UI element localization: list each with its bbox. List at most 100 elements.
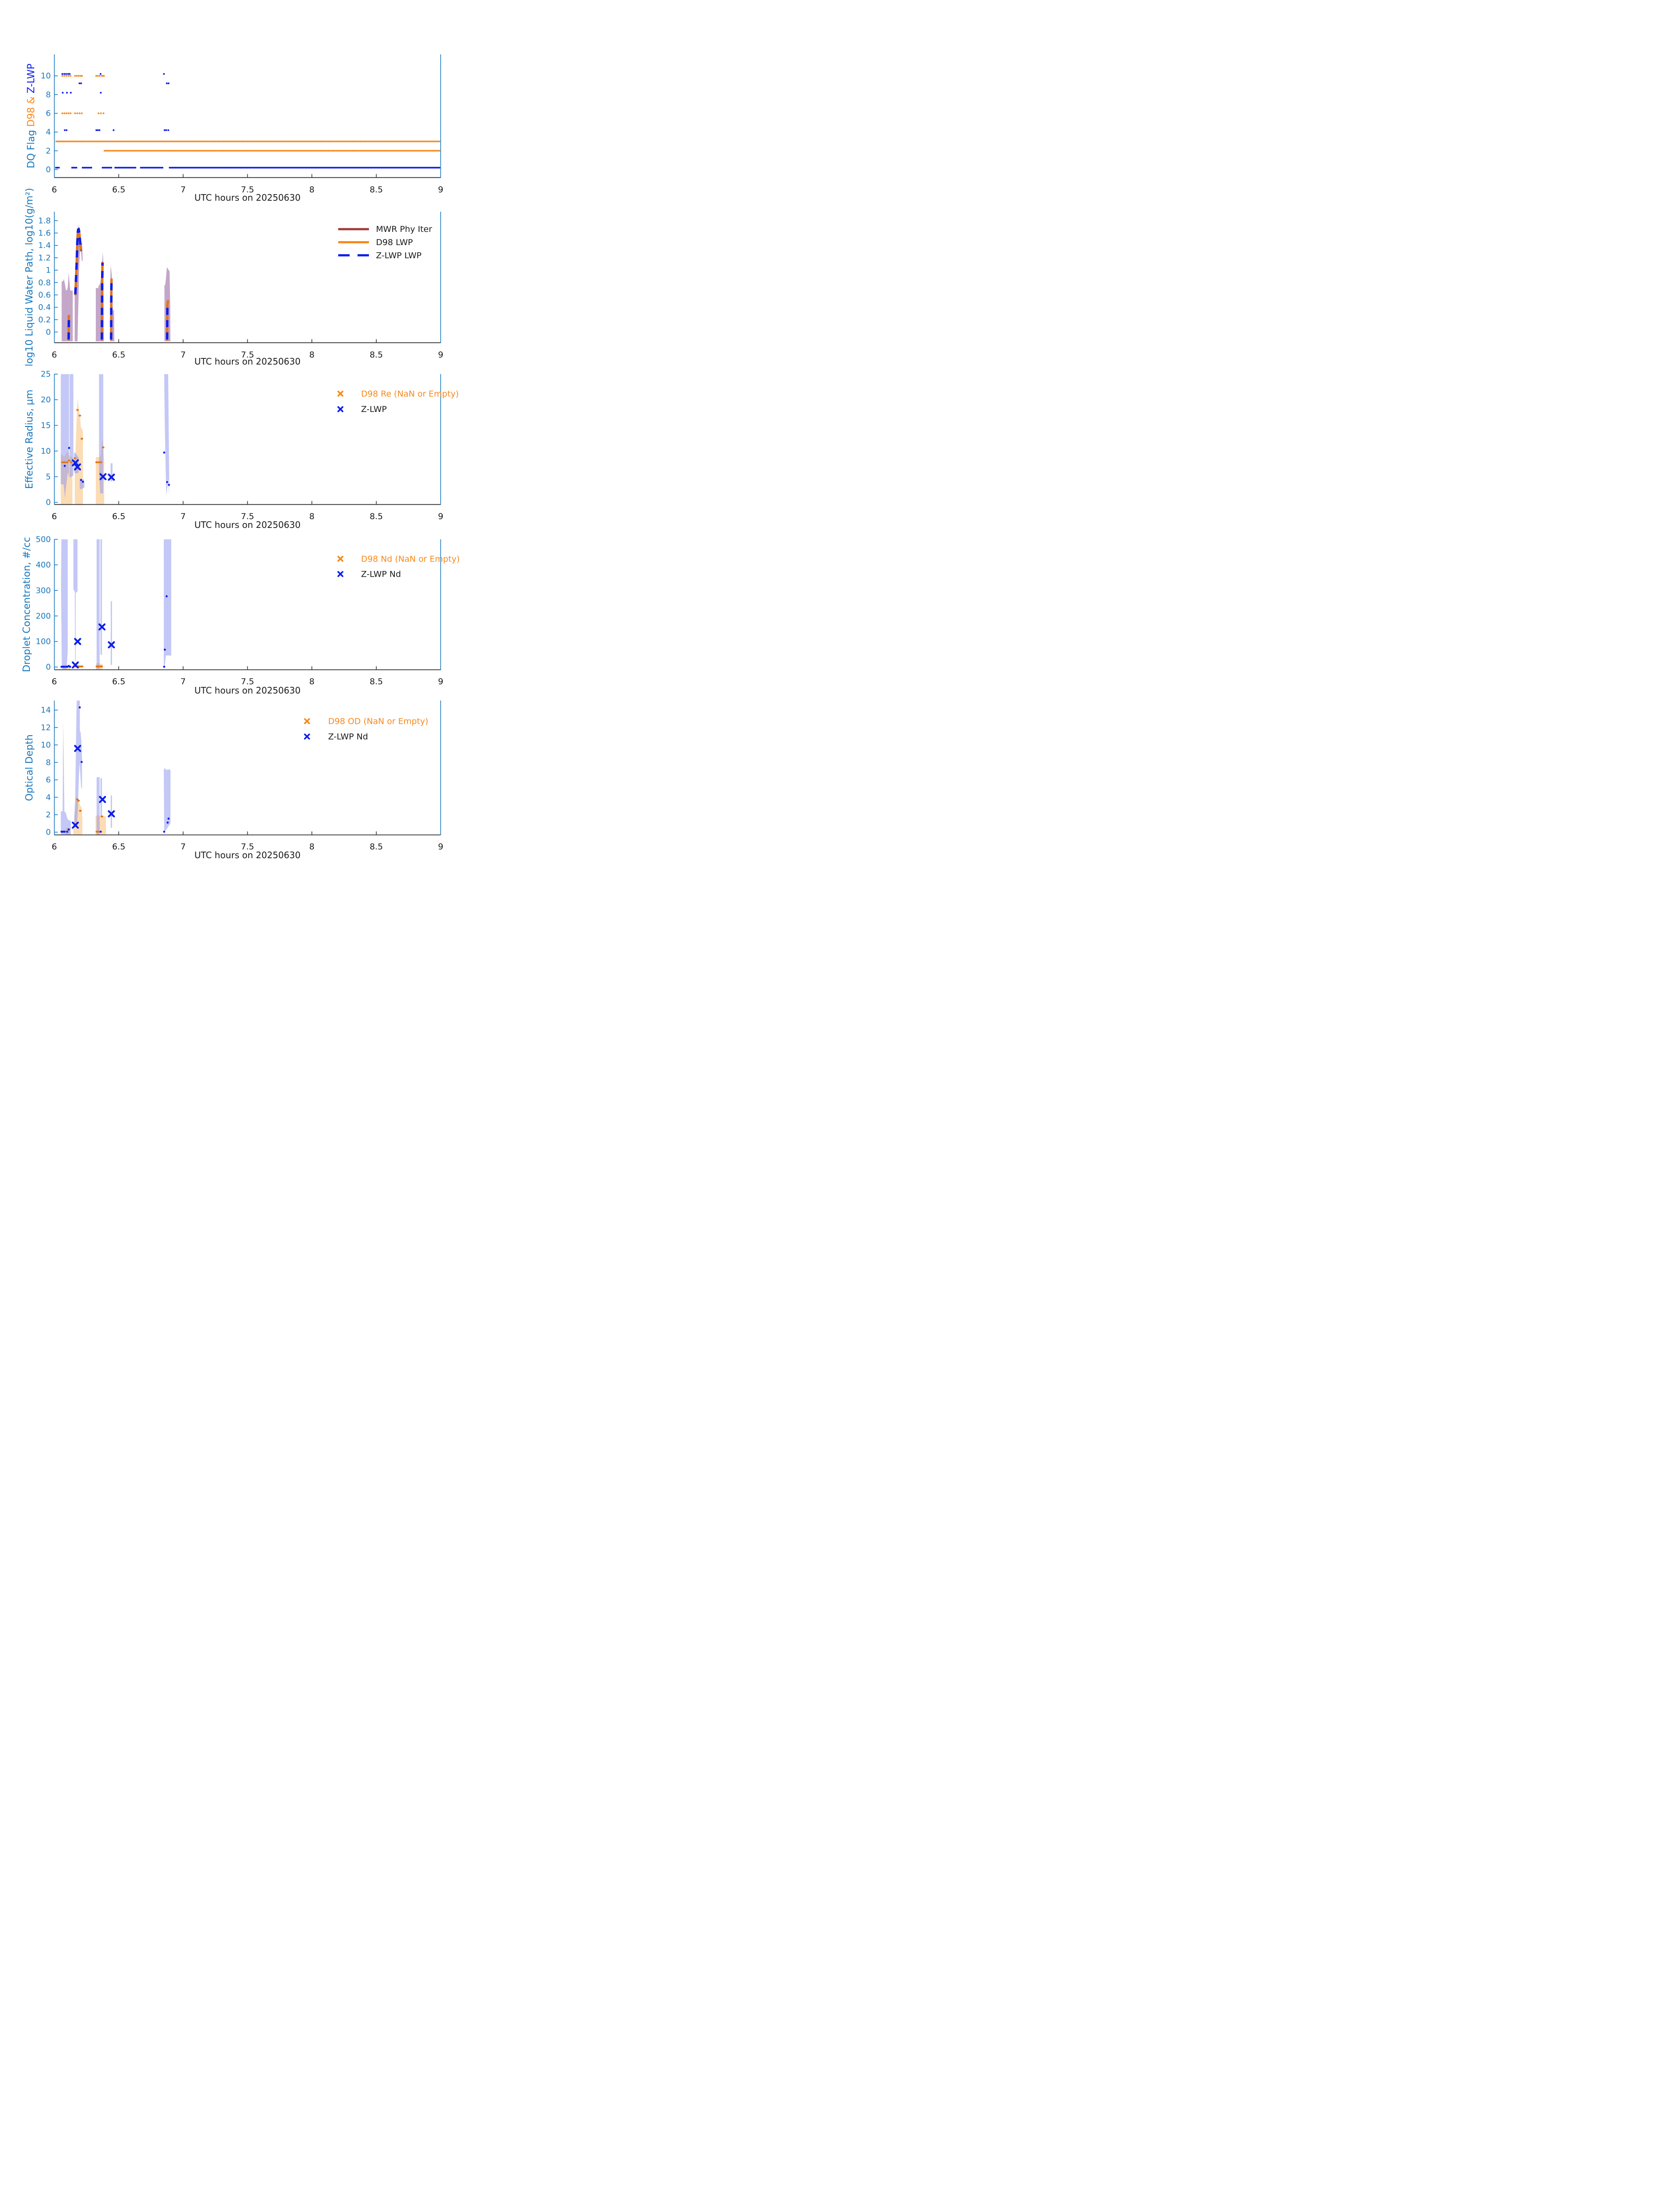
flag-dot (303, 141, 305, 142)
flag-dot (240, 141, 242, 142)
flag-dot (342, 166, 344, 169)
y-tick-label: 300 (36, 586, 51, 595)
flag-dot (63, 141, 65, 142)
x-tick-label: 8.5 (370, 842, 383, 852)
y-tick-label: 0.8 (38, 278, 51, 287)
flag-dot (264, 150, 267, 152)
flag-dot (294, 166, 296, 169)
flag-dot (130, 166, 132, 169)
flag-dot (248, 141, 250, 142)
flag-dot (251, 166, 253, 169)
flag-dot (177, 141, 180, 142)
flag-dot (191, 166, 194, 169)
flag-dot (277, 150, 279, 152)
flag-dot (245, 166, 247, 169)
flag-dot (101, 166, 104, 169)
d98-dot (81, 665, 83, 668)
flag-dot (95, 129, 98, 131)
flag-dot (137, 141, 139, 142)
flag-dot (361, 141, 363, 142)
flag-dot (347, 150, 349, 152)
flag-dot (356, 141, 358, 142)
flag-dot (83, 166, 85, 169)
flag-dot (416, 150, 418, 152)
flag-dot (321, 141, 323, 142)
x-axis-label: UTC hours on 20250630 (195, 520, 301, 530)
flag-dot (388, 141, 390, 142)
flag-dot (284, 150, 286, 152)
flag-dot (409, 141, 412, 142)
flag-dot (108, 141, 110, 142)
flag-dot (330, 150, 332, 152)
flag-dot (329, 150, 331, 152)
zlwp-x-marker (72, 459, 79, 466)
flag-dot (68, 141, 70, 142)
flag-dot (361, 150, 363, 152)
flag-dot (335, 166, 336, 169)
flag-dot (363, 150, 365, 152)
d98-dot (65, 461, 69, 463)
legend-swatch-x (304, 718, 310, 724)
flag-dot (340, 141, 342, 142)
flag-dot (142, 141, 144, 142)
flag-dot (126, 166, 128, 169)
flag-dot (129, 141, 131, 142)
flag-dot (408, 166, 410, 169)
y-tick-label: 12 (41, 723, 51, 732)
flag-dot (143, 166, 145, 169)
flag-dot (342, 141, 344, 142)
zlwp-dot (68, 447, 70, 449)
flag-dot (65, 141, 67, 142)
flag-dot (418, 166, 420, 169)
flag-dot (368, 150, 370, 152)
flag-dot (172, 166, 173, 169)
flag-dot (330, 166, 332, 169)
flag-dot (379, 141, 381, 142)
flag-dot (379, 166, 381, 169)
zlwp-x-marker (72, 821, 79, 829)
flag-dot (219, 166, 221, 169)
flag-dot (350, 141, 352, 142)
flag-dot (293, 150, 296, 152)
legend-lwp: MWR Phy Iter D98 LWP Z-LWP LWP (338, 224, 432, 260)
flag-dot (395, 166, 397, 169)
flag-dot (267, 141, 270, 142)
flag-dot (105, 166, 107, 169)
flag-dot (179, 166, 181, 169)
x-axis-label: UTC hours on 20250630 (195, 685, 301, 696)
flag-dot (148, 150, 151, 152)
flag-dot (192, 141, 194, 142)
flag-dot (81, 112, 83, 114)
flag-dot (334, 141, 336, 142)
flag-dot (76, 75, 78, 77)
flag-dot (89, 141, 91, 142)
y-tick-label: 4 (46, 793, 51, 802)
flag-dot (324, 141, 326, 142)
flag-dot (248, 150, 250, 152)
flag-dot (183, 166, 185, 169)
flag-dot (266, 150, 268, 152)
y-tick-label: 25 (41, 370, 51, 379)
flag-dot (169, 166, 171, 169)
y-tick-label: 200 (36, 611, 51, 621)
flag-dot (276, 150, 278, 152)
flag-dot (187, 141, 189, 142)
flag-dot (310, 141, 312, 142)
flag-dot (176, 141, 178, 142)
zlwp-dot (60, 831, 63, 833)
flag-dot (427, 141, 429, 142)
flag-dot (208, 166, 210, 169)
flag-dot (157, 141, 159, 142)
flag-dot (86, 166, 88, 169)
flag-dot (56, 166, 58, 169)
y-tick-label: 400 (36, 560, 51, 570)
flag-dot (184, 166, 187, 169)
zlwp-lwp-line (74, 227, 83, 295)
flag-dot (252, 166, 254, 169)
flag-dot (340, 166, 343, 169)
flag-dot (145, 150, 148, 152)
x-axis-label: UTC hours on 20250630 (195, 850, 301, 860)
zlwp-uncertainty-band (99, 374, 104, 494)
flag-dot (58, 141, 61, 142)
d98-dot (80, 437, 83, 440)
